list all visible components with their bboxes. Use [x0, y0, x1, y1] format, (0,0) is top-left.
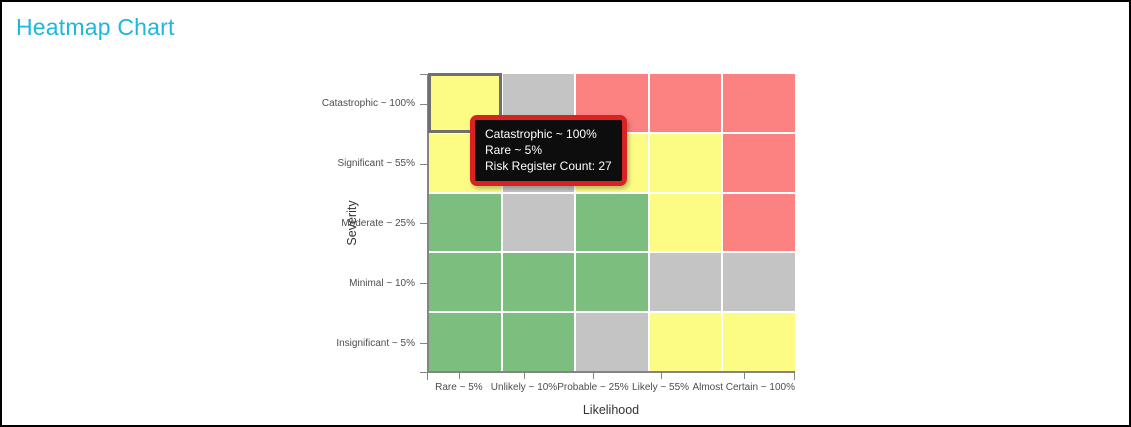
page-title: Heatmap Chart	[16, 14, 175, 40]
heatmap-cell[interactable]	[649, 193, 722, 252]
y-tick-label: Catastrophic ~ 100%	[0, 74, 427, 134]
heatmap-cell[interactable]	[502, 313, 575, 371]
heatmap-cell[interactable]	[502, 193, 575, 252]
heatmap-cell[interactable]	[723, 193, 795, 252]
heatmap-cell[interactable]	[429, 193, 501, 252]
x-tick-label: Rare ~ 5%	[427, 373, 491, 393]
y-tick-label: Significant ~ 55%	[0, 134, 427, 194]
tooltip-likelihood-line: Rare ~ 5%	[485, 143, 543, 157]
heatmap-cell[interactable]	[429, 313, 501, 371]
x-axis-title: Likelihood	[582, 403, 640, 417]
x-axis-labels: Rare ~ 5% Unlikely ~ 10% Probable ~ 25% Lik…	[427, 373, 795, 393]
axis-outer-tick	[794, 373, 795, 380]
heatmap-cell[interactable]	[576, 313, 648, 371]
heatmap-cell[interactable]	[502, 253, 575, 312]
y-tick-label: Minimal ~ 10%	[0, 253, 427, 313]
axis-outer-tick	[427, 373, 428, 380]
y-tick-label: Insignificant ~ 5%	[0, 313, 427, 373]
y-axis-title: Severity	[345, 200, 359, 246]
heatmap-cell[interactable]	[649, 74, 722, 132]
heatmap-cell[interactable]	[723, 133, 795, 192]
x-tick-label: Unlikely ~ 10%	[491, 373, 557, 393]
x-tick-label: Probable ~ 25%	[557, 373, 629, 393]
tooltip: Catastrophic ~ 100% Rare ~ 5% Risk Regis…	[470, 115, 627, 186]
axis-outer-tick	[420, 74, 427, 75]
heatmap-cell[interactable]	[649, 133, 722, 192]
heatmap-cell[interactable]	[576, 253, 648, 312]
heatmap-cell[interactable]	[723, 253, 795, 312]
heatmap-cell[interactable]	[429, 253, 501, 312]
heatmap-cell[interactable]	[723, 313, 795, 371]
heatmap-cell[interactable]	[723, 74, 795, 132]
tooltip-severity-line: Catastrophic ~ 100%	[485, 127, 597, 141]
y-tick-label: Moderate ~ 25%	[0, 194, 427, 254]
tooltip-count-line: Risk Register Count: 27	[485, 159, 612, 173]
heatmap-cell[interactable]	[649, 313, 722, 371]
x-tick-label: Likely ~ 55%	[629, 373, 693, 393]
axis-outer-tick	[420, 372, 427, 373]
x-tick-label: Almost Certain ~ 100%	[692, 373, 795, 393]
heatmap-cell[interactable]	[649, 253, 722, 312]
y-axis-labels: Catastrophic ~ 100% Significant ~ 55% Mode…	[0, 74, 427, 373]
heatmap-cell[interactable]	[576, 193, 648, 252]
